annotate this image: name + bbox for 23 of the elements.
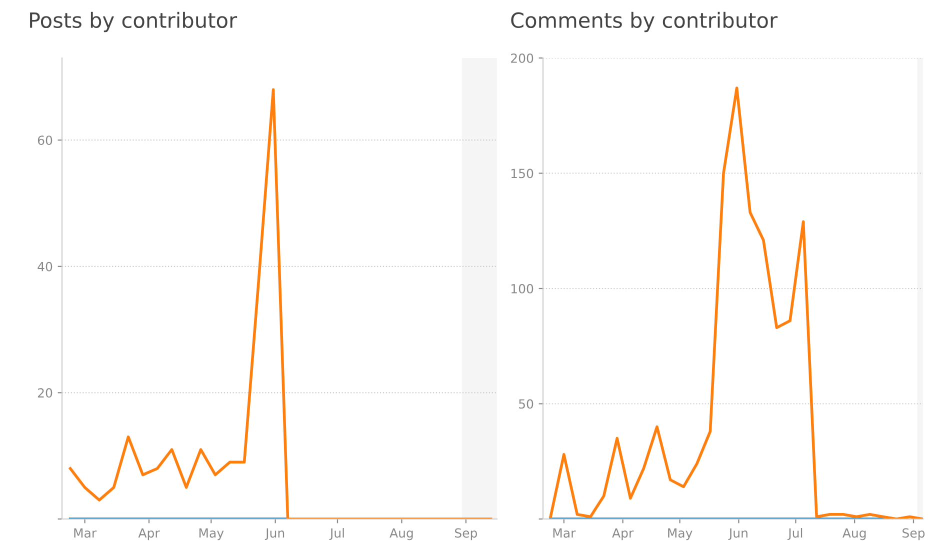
y-tick-label: 200	[511, 53, 534, 63]
x-tick-label: May	[668, 528, 692, 540]
chart-title: Posts by contributor	[30, 12, 238, 32]
y-tick-label: 60	[38, 136, 52, 146]
y-tick-label: 20	[38, 388, 52, 398]
x-tick-label: Mar	[553, 528, 576, 538]
x-tick-label: Jun	[264, 528, 284, 540]
chart-title: Comments by contributor	[511, 12, 778, 32]
x-tick-label: Sep	[902, 528, 925, 540]
x-tick-label: May	[199, 528, 224, 540]
x-tick-label: Jul	[329, 528, 344, 540]
y-tick-label: 150	[511, 168, 534, 178]
x-tick-label: Jun	[728, 528, 748, 540]
x-tick-label: Mar	[74, 528, 97, 538]
y-tick-label: 100	[511, 284, 534, 294]
x-tick-label: Sep	[454, 528, 478, 540]
x-tick-label: Aug	[842, 528, 866, 540]
x-tick-label: Jul	[788, 528, 802, 540]
x-tick-label: Apr	[138, 528, 160, 540]
x-tick-label: Apr	[612, 528, 634, 540]
y-tick-label: 40	[38, 262, 52, 272]
y-tick-label: 50	[519, 399, 534, 409]
x-tick-label: Aug	[390, 528, 413, 540]
